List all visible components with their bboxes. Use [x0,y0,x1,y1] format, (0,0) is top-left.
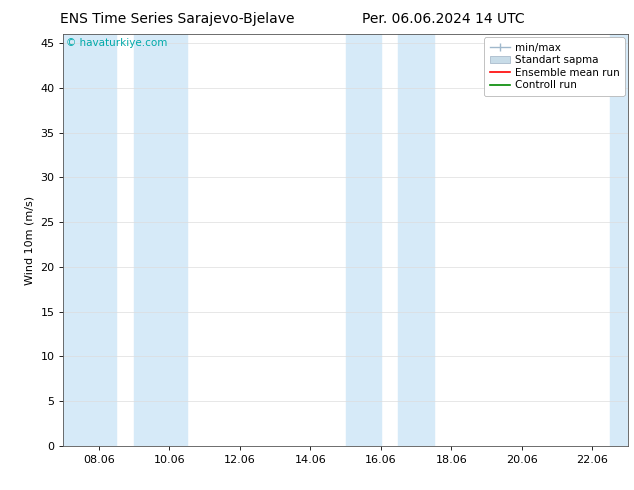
Text: Per. 06.06.2024 14 UTC: Per. 06.06.2024 14 UTC [363,12,525,26]
Bar [398,34,434,446]
Legend: min/max, Standart sapma, Ensemble mean run, Controll run: min/max, Standart sapma, Ensemble mean r… [484,37,624,96]
Text: © havaturkiye.com: © havaturkiye.com [66,38,167,49]
Bar [610,34,628,446]
Bar [63,34,116,446]
Bar [134,34,187,446]
Bar [346,34,381,446]
Text: ENS Time Series Sarajevo-Bjelave: ENS Time Series Sarajevo-Bjelave [60,12,295,26]
Y-axis label: Wind 10m (m/s): Wind 10m (m/s) [25,196,35,285]
